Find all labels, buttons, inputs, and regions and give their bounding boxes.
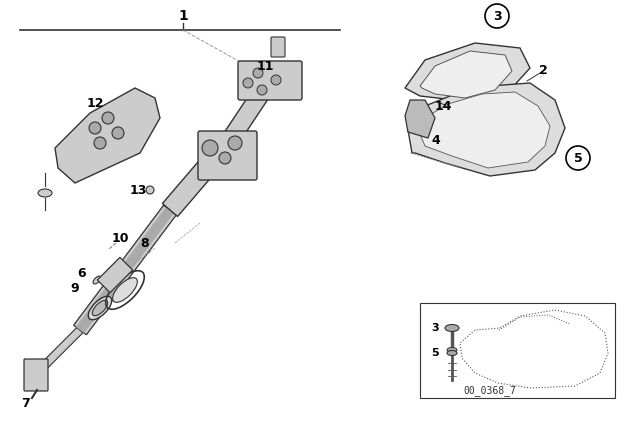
Text: 14: 14 — [435, 99, 452, 112]
Text: 5: 5 — [431, 348, 439, 358]
Polygon shape — [55, 88, 160, 183]
Polygon shape — [408, 83, 565, 176]
Text: 3: 3 — [431, 323, 439, 333]
Circle shape — [89, 122, 101, 134]
Polygon shape — [420, 51, 512, 98]
Circle shape — [566, 146, 590, 170]
Polygon shape — [27, 327, 83, 383]
Text: 00_0368_7: 00_0368_7 — [463, 386, 516, 396]
Polygon shape — [405, 100, 435, 138]
Circle shape — [228, 136, 242, 150]
Circle shape — [485, 4, 509, 28]
FancyBboxPatch shape — [271, 37, 285, 57]
Polygon shape — [405, 43, 530, 100]
Text: 11: 11 — [256, 60, 274, 73]
Polygon shape — [76, 207, 174, 333]
Text: 3: 3 — [493, 9, 501, 22]
Circle shape — [257, 85, 267, 95]
FancyBboxPatch shape — [24, 359, 48, 391]
Ellipse shape — [447, 350, 457, 356]
FancyBboxPatch shape — [238, 61, 302, 100]
Bar — [97, 257, 132, 293]
Circle shape — [243, 78, 253, 88]
Ellipse shape — [93, 276, 101, 284]
Text: 4: 4 — [431, 134, 440, 146]
Text: 1: 1 — [178, 9, 188, 23]
Text: 2: 2 — [539, 64, 547, 77]
Circle shape — [102, 112, 114, 124]
Circle shape — [112, 127, 124, 139]
Text: 9: 9 — [70, 281, 79, 294]
Polygon shape — [163, 134, 237, 216]
Polygon shape — [420, 92, 550, 168]
Circle shape — [271, 75, 281, 85]
Bar — [420, 303, 615, 398]
FancyBboxPatch shape — [198, 131, 257, 180]
Text: 6: 6 — [77, 267, 86, 280]
Text: 8: 8 — [141, 237, 149, 250]
Text: 13: 13 — [129, 184, 147, 197]
Text: 12: 12 — [86, 96, 104, 109]
Polygon shape — [74, 205, 177, 335]
Ellipse shape — [92, 300, 108, 316]
Ellipse shape — [88, 296, 112, 320]
Circle shape — [146, 186, 154, 194]
Ellipse shape — [445, 324, 459, 332]
Circle shape — [219, 152, 231, 164]
Text: 10: 10 — [111, 232, 129, 245]
Ellipse shape — [447, 348, 457, 353]
Ellipse shape — [113, 278, 138, 302]
Ellipse shape — [38, 189, 52, 197]
Polygon shape — [223, 75, 278, 145]
Text: 5: 5 — [573, 151, 582, 164]
Text: 7: 7 — [20, 396, 29, 409]
Circle shape — [253, 68, 263, 78]
Circle shape — [202, 140, 218, 156]
Circle shape — [94, 137, 106, 149]
